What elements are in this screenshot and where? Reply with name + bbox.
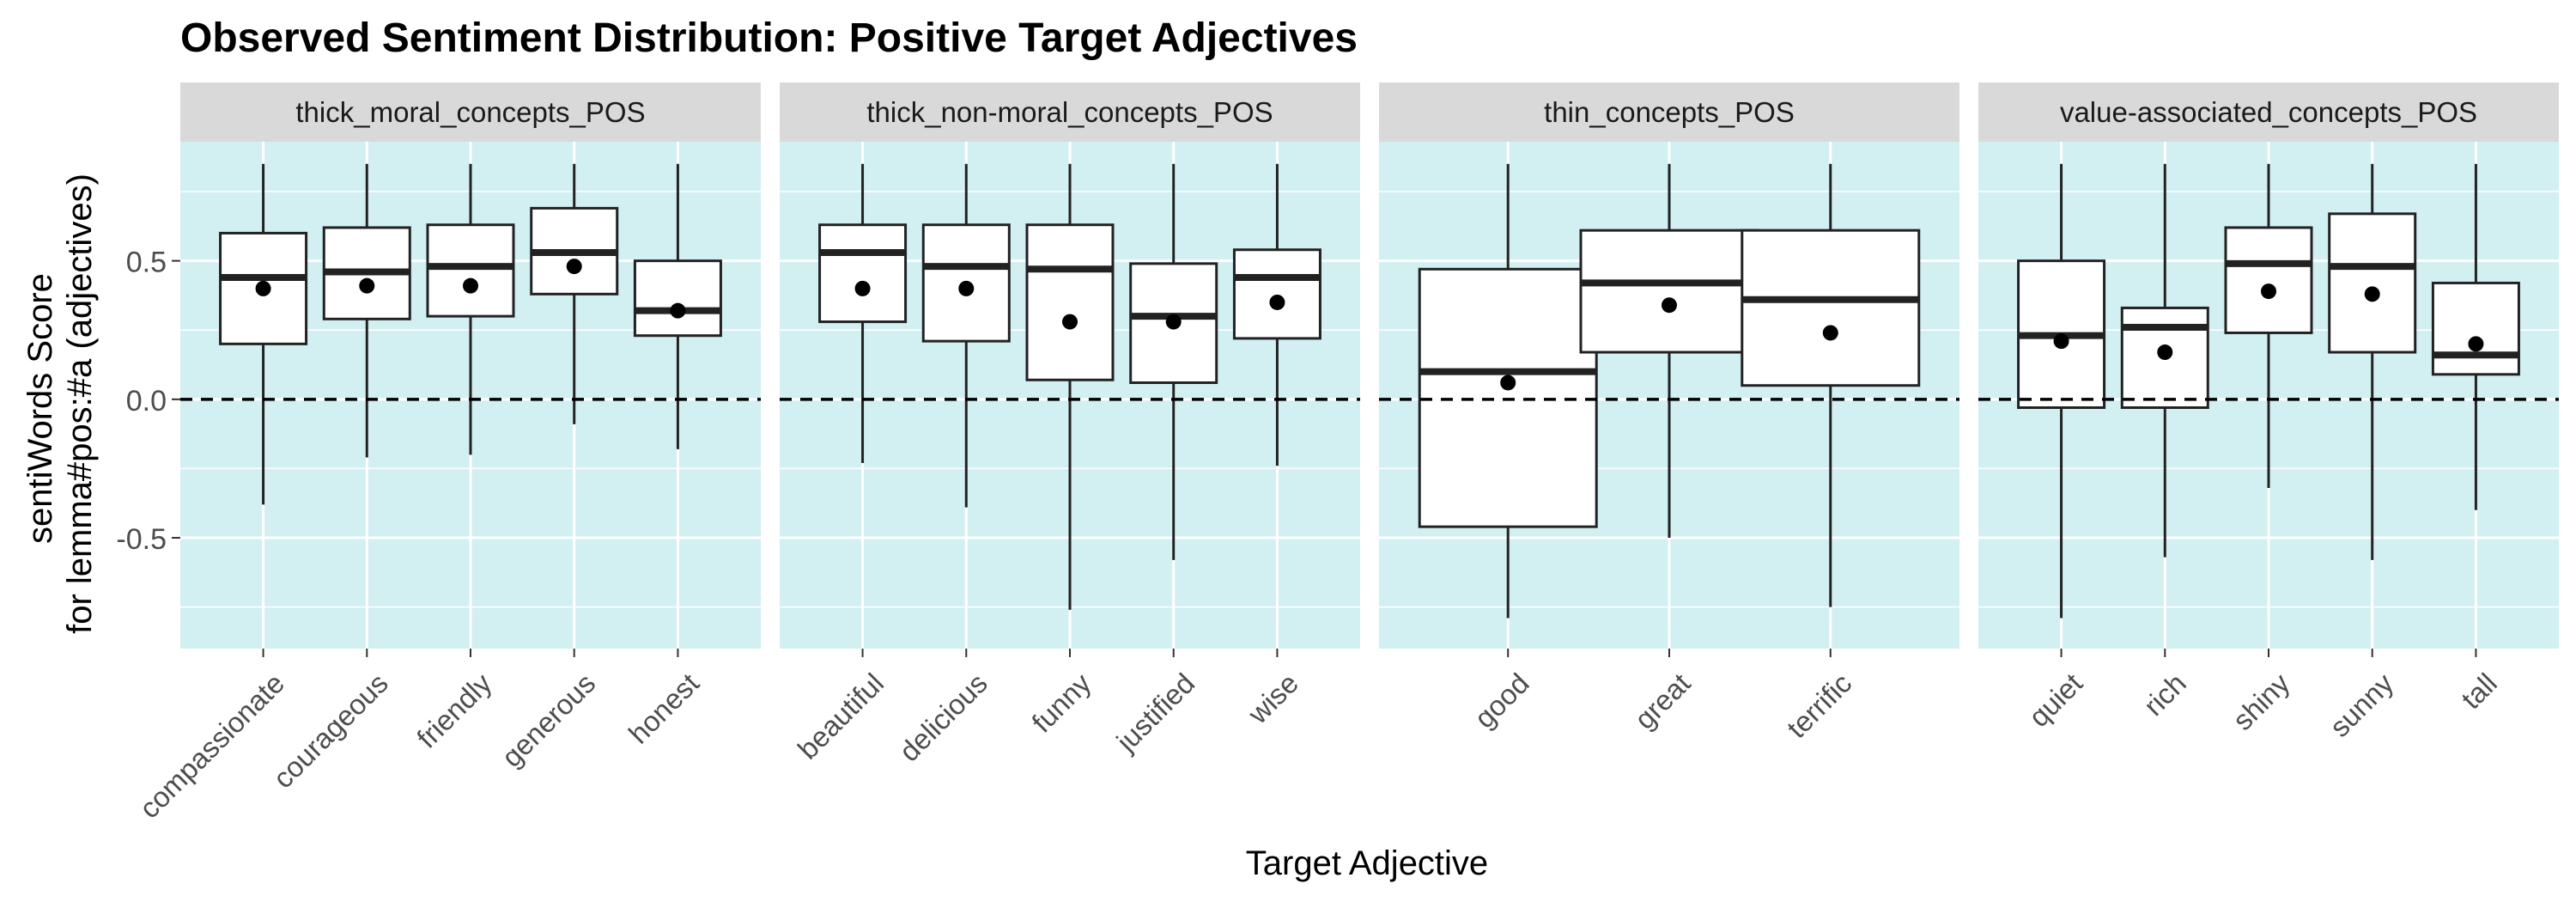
y-axis-label-line-2: for lemma#pos:#a (adjectives)	[61, 174, 99, 634]
facet-strip	[780, 82, 1360, 142]
box-sunny: sunny	[2324, 163, 2417, 743]
mean-point	[2053, 333, 2069, 350]
mean-point	[2364, 286, 2380, 302]
x-tick-label: funny	[1025, 667, 1097, 739]
x-tick-label: compassionate	[133, 667, 290, 824]
box-rich: rich	[2120, 163, 2209, 722]
mean-point	[255, 280, 271, 296]
mean-point	[670, 302, 686, 319]
iqr-box	[1741, 229, 1921, 387]
mean-point	[1662, 297, 1677, 314]
x-tick-label: terrific	[1781, 667, 1858, 744]
iqr-box	[1129, 262, 1218, 384]
facet-panel: thick_non-moral_concepts_POS beautiful del…	[780, 82, 1360, 767]
x-tick-label: wise	[1241, 667, 1304, 730]
facet-strip	[180, 82, 761, 142]
x-tick-label: tall	[2455, 667, 2503, 715]
x-tick-label: sunny	[2324, 667, 2400, 743]
chart-title: Observed Sentiment Distribution: Positiv…	[180, 15, 1358, 61]
x-tick-label: good	[1468, 667, 1535, 734]
x-tick-label: honest	[623, 667, 705, 749]
mean-point	[1062, 314, 1078, 330]
facet-strip-label: thick_non-moral_concepts_POS	[866, 96, 1273, 128]
facet-strip-label: thick_moral_concepts_POS	[295, 96, 645, 128]
iqr-box	[1025, 223, 1115, 381]
y-tick-label: -0.5	[116, 523, 167, 556]
iqr-box	[2224, 226, 2313, 334]
mean-point	[2261, 283, 2276, 300]
facet-strip-label: thin_concepts_POS	[1544, 96, 1795, 128]
x-tick-label: delicious	[893, 667, 993, 767]
x-tick-label: quiet	[2022, 667, 2088, 733]
mean-point	[359, 277, 375, 294]
facet-strip-label: value-associated_concepts_POS	[2060, 96, 2477, 128]
y-tick-label: 0.0	[126, 385, 167, 417]
iqr-box	[818, 223, 908, 324]
x-tick-label: great	[1628, 667, 1696, 734]
mean-point	[1500, 375, 1516, 391]
mean-point	[566, 259, 582, 275]
facet-panel: thick_moral_concepts_POScompassionatecou…	[133, 82, 761, 825]
x-tick-label: shiny	[2227, 667, 2296, 736]
box-shiny: shiny	[2224, 163, 2313, 736]
iqr-box	[1232, 248, 1321, 340]
mean-point	[463, 277, 478, 294]
x-axis-label: Target Adjective	[1246, 844, 1488, 882]
x-tick-label: generous	[495, 667, 601, 772]
y-axis-label-line-1: sentiWords Score	[21, 273, 59, 544]
y-axis-label: sentiWords Score for lemma#pos:#a (adjec…	[21, 174, 99, 634]
mean-point	[854, 280, 871, 296]
iqr-box	[2328, 212, 2417, 354]
mean-point	[2157, 344, 2173, 361]
iqr-box	[633, 259, 722, 338]
facet-strip	[1978, 82, 2559, 142]
x-tick-label: friendly	[410, 667, 498, 754]
mean-point	[1269, 294, 1285, 310]
mean-point	[1165, 314, 1182, 330]
plot-area: -0.5 0.0 0.5 thick_moral_concepts_POScompas…	[116, 82, 2559, 825]
mean-point	[958, 280, 975, 296]
mean-point	[1822, 325, 1838, 341]
x-tick-label: justified	[1109, 667, 1200, 758]
iqr-box	[1579, 229, 1759, 354]
box-wise: wise	[1232, 163, 1321, 730]
x-tick-label: beautiful	[792, 667, 890, 765]
iqr-box	[2431, 281, 2520, 376]
y-tick-label: 0.5	[126, 247, 167, 279]
mean-point	[2468, 336, 2484, 352]
iqr-box	[426, 223, 515, 318]
facet-strip	[1379, 82, 1959, 142]
box-terrific: terrific	[1741, 163, 1921, 744]
x-tick-label: rich	[2137, 667, 2192, 722]
